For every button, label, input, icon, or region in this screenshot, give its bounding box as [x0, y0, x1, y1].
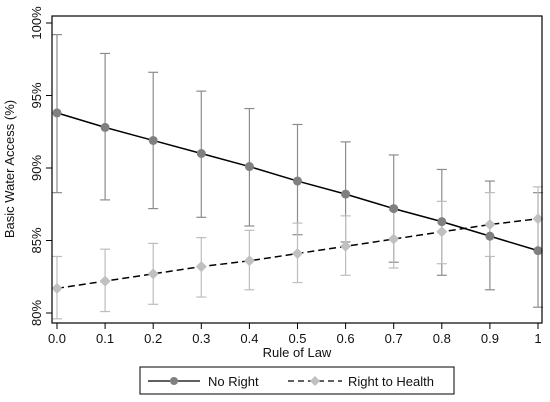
- data-point-no-right: [485, 231, 495, 241]
- data-point-right-to-health: [436, 226, 448, 238]
- y-tick-label: 95%: [29, 82, 44, 108]
- x-tick-label: 0.2: [144, 331, 162, 346]
- data-point-no-right: [389, 204, 399, 214]
- x-tick-label: 0.1: [96, 331, 114, 346]
- data-point-right-to-health: [99, 275, 111, 287]
- data-point-right-to-health: [484, 219, 496, 231]
- data-point-right-to-health: [388, 233, 400, 245]
- series-markers: [51, 108, 544, 294]
- x-tick-label: 0.6: [337, 331, 355, 346]
- data-point-no-right: [100, 122, 110, 132]
- x-tick-label: 0.5: [288, 331, 306, 346]
- data-point-no-right: [437, 217, 447, 227]
- legend-right-to-health-label: Right to Health: [348, 374, 434, 389]
- data-point-no-right: [196, 149, 206, 158]
- y-axis-ticks: 80% 85% 90% 95% 100%: [29, 6, 52, 326]
- y-axis-label: Basic Water Access (%): [2, 100, 17, 238]
- y-tick-label: 80%: [29, 300, 44, 326]
- x-tick-label: 0.7: [385, 331, 403, 346]
- x-axis-ticks: 0.0 0.1 0.2 0.3 0.4 0.5 0.6 0.7 0.8 0.9 1: [48, 323, 542, 346]
- legend: No Right Right to Health: [139, 366, 455, 395]
- x-tick-label: 0.0: [48, 331, 66, 346]
- x-tick-label: 0.3: [192, 331, 210, 346]
- data-point-right-to-health: [195, 261, 207, 273]
- data-point-no-right: [244, 162, 254, 172]
- y-tick-label: 100%: [29, 6, 44, 40]
- x-tick-label: 0.9: [481, 331, 499, 346]
- y-tick-label: 90%: [29, 155, 44, 181]
- x-axis-label: Rule of Law: [263, 345, 332, 360]
- legend-no-right-label: No Right: [208, 374, 259, 389]
- data-point-right-to-health: [51, 282, 63, 294]
- data-point-no-right: [293, 176, 302, 186]
- data-point-no-right: [52, 108, 62, 118]
- data-point-right-to-health: [340, 240, 352, 252]
- legend-no-right-marker: [170, 377, 178, 385]
- x-tick-label: 0.4: [240, 331, 258, 346]
- data-point-no-right: [148, 135, 158, 145]
- legend-right-to-health-marker: [310, 376, 320, 386]
- x-tick-label: 0.8: [433, 331, 451, 346]
- data-point-right-to-health: [243, 255, 255, 267]
- y-tick-label: 85%: [29, 227, 44, 253]
- data-point-no-right: [533, 246, 543, 256]
- data-point-no-right: [341, 189, 351, 199]
- data-point-right-to-health: [292, 248, 303, 260]
- data-point-right-to-health: [532, 213, 544, 225]
- x-tick-label: 1: [534, 331, 541, 346]
- data-point-right-to-health: [147, 268, 159, 280]
